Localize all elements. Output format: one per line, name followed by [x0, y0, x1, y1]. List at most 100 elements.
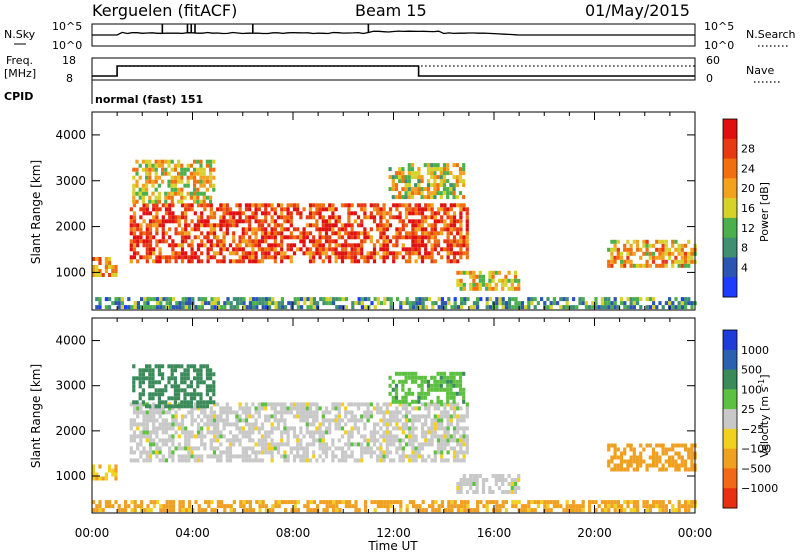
data-cell [235, 203, 239, 208]
data-cell [568, 305, 572, 310]
data-cell [581, 504, 585, 509]
data-cell [376, 227, 380, 232]
data-cell [222, 247, 226, 252]
data-cell [420, 255, 425, 260]
data-cell [145, 223, 149, 228]
data-cell [572, 297, 576, 302]
data-cell [661, 263, 665, 268]
data-cell [543, 504, 547, 509]
data-cell [549, 305, 553, 310]
data-cell [363, 203, 367, 208]
data-cell [241, 235, 245, 240]
data-cell [459, 239, 463, 244]
data-cell [318, 430, 322, 435]
data-cell [674, 451, 678, 456]
data-cell [408, 235, 412, 240]
data-cell [629, 301, 633, 306]
data-cell [401, 243, 405, 248]
data-cell [315, 219, 319, 224]
data-cell [200, 231, 204, 236]
data-cell [190, 414, 194, 419]
data-cell [289, 450, 293, 455]
data-cell [161, 255, 165, 260]
data-cell [248, 410, 252, 415]
data-cell [145, 183, 149, 188]
data-cell [423, 187, 427, 192]
data-cell [456, 203, 460, 208]
data-cell [264, 251, 268, 256]
data-cell [420, 402, 425, 407]
data-cell [117, 301, 121, 306]
data-cell [170, 199, 174, 204]
data-cell [417, 179, 421, 184]
data-cell [196, 414, 201, 419]
data-cell [202, 199, 206, 204]
data-cell [430, 422, 434, 427]
data-cell [284, 508, 288, 513]
data-cell [462, 430, 466, 435]
data-cell [388, 402, 393, 407]
data-cell [225, 211, 229, 216]
data-cell [273, 410, 277, 415]
data-cell [302, 458, 306, 463]
data-cell [268, 301, 272, 306]
data-cell [443, 227, 447, 232]
beam-title: Beam 15 [355, 1, 427, 20]
data-cell [452, 402, 457, 407]
data-cell [648, 255, 652, 260]
data-cell [436, 426, 441, 431]
data-cell [98, 269, 102, 273]
data-cell [411, 223, 415, 228]
data-cell [395, 231, 399, 236]
data-cell [114, 476, 118, 481]
data-cell [401, 430, 405, 435]
data-cell [415, 305, 419, 310]
data-cell [613, 455, 617, 460]
data-cell [302, 414, 306, 419]
data-cell [212, 251, 217, 256]
data-cell [273, 227, 277, 232]
data-cell [305, 450, 309, 455]
data-cell [414, 171, 418, 176]
data-cell [478, 278, 482, 283]
data-cell [436, 383, 440, 388]
data-cell [114, 301, 118, 306]
data-cell [610, 459, 614, 464]
data-cell [145, 203, 149, 208]
data-cell [433, 223, 437, 228]
data-cell [420, 426, 425, 431]
data-cell [392, 434, 396, 439]
data-cell [372, 255, 377, 260]
data-cell [347, 203, 351, 208]
data-cell [267, 223, 271, 228]
data-cell [183, 171, 187, 176]
data-cell [268, 297, 272, 302]
data-cell [446, 171, 450, 176]
data-cell [607, 447, 611, 452]
data-cell [452, 406, 457, 411]
data-cell [132, 191, 136, 196]
data-cell [129, 223, 133, 228]
data-cell [420, 446, 425, 451]
data-cell [299, 442, 303, 447]
data-cell [318, 251, 322, 256]
data-cell [273, 231, 277, 236]
data-cell [382, 215, 386, 220]
data-cell [405, 301, 409, 306]
data-cell [267, 235, 271, 240]
data-cell [199, 163, 203, 168]
cpid-text: normal (fast) 151 [95, 93, 203, 106]
data-cell [223, 504, 227, 509]
data-cell [264, 239, 268, 244]
data-cell [157, 191, 161, 196]
data-cell [356, 406, 361, 411]
data-cell [312, 239, 316, 244]
data-cell [305, 430, 309, 435]
colorbar-frame [722, 118, 738, 298]
data-cell [414, 371, 418, 376]
data-cell [174, 446, 178, 451]
data-cell [353, 426, 357, 431]
data-cell [449, 383, 453, 388]
data-cell [136, 458, 140, 463]
data-cell [142, 239, 146, 244]
